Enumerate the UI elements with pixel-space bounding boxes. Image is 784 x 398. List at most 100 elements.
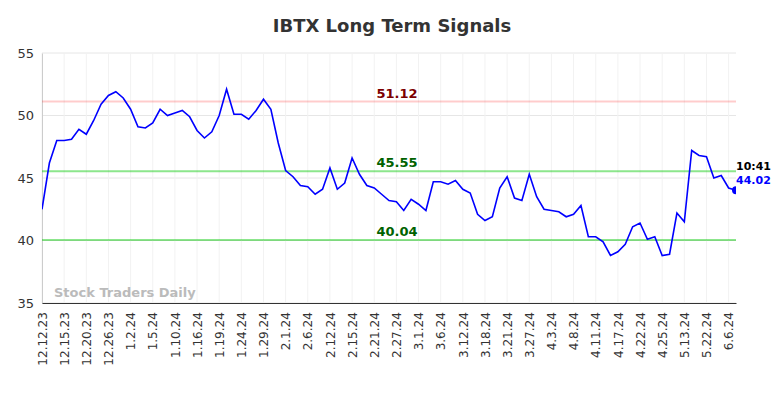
x-grid-line <box>307 53 308 303</box>
y-grid-line <box>42 53 736 54</box>
x-grid-line <box>551 53 552 303</box>
y-tick: 50 <box>17 108 42 123</box>
reference-label: 45.55 <box>376 155 417 170</box>
x-tick: 12.20.23 <box>80 303 94 366</box>
y-grid-line <box>42 303 736 304</box>
x-tick: 2.6.24 <box>301 303 315 350</box>
x-tick-label: 3.6.24 <box>434 312 448 350</box>
x-grid-line <box>640 53 641 303</box>
x-grid-line <box>329 53 330 303</box>
x-tick-label: 12.12.23 <box>36 312 50 365</box>
x-tick: 3.27.24 <box>523 303 537 358</box>
watermark: Stock Traders Daily <box>54 285 196 300</box>
x-tick: 5.22.24 <box>700 303 714 358</box>
x-grid-line <box>573 53 574 303</box>
y-tick-label: 55 <box>17 46 34 61</box>
y-tick-label: 35 <box>17 296 34 311</box>
x-tick: 1.29.24 <box>257 303 271 358</box>
x-tick: 3.1.24 <box>412 303 426 350</box>
x-tick-label: 12.26.23 <box>102 312 116 365</box>
x-grid-line <box>706 53 707 303</box>
x-grid-line <box>484 53 485 303</box>
x-tick-label: 2.1.24 <box>279 312 293 350</box>
reference-line <box>42 239 736 241</box>
y-tick: 35 <box>17 296 42 311</box>
plot-area <box>42 89 736 255</box>
x-tick: 2.27.24 <box>390 303 404 358</box>
x-tick-label: 1.24.24 <box>235 312 249 358</box>
y-tick-label: 50 <box>17 108 34 123</box>
x-tick: 1.16.24 <box>191 303 205 358</box>
x-tick: 3.12.24 <box>457 303 471 358</box>
x-grid-line <box>130 53 131 303</box>
x-tick-label: 2.27.24 <box>390 312 404 358</box>
x-tick-label: 4.3.24 <box>545 312 559 350</box>
y-grid-line <box>42 178 736 179</box>
x-tick: 2.12.24 <box>324 303 338 358</box>
x-tick-label: 5.13.24 <box>678 312 692 358</box>
x-tick: 12.15.23 <box>58 303 72 366</box>
x-tick-label: 1.16.24 <box>191 312 205 358</box>
x-grid-line <box>197 53 198 303</box>
x-tick: 3.21.24 <box>501 303 515 358</box>
x-grid-line <box>174 53 175 303</box>
x-tick-label: 1.29.24 <box>257 312 271 358</box>
x-grid-line <box>684 53 685 303</box>
x-tick: 1.2.24 <box>124 303 138 350</box>
x-tick-label: 4.8.24 <box>567 312 581 350</box>
x-tick: 4.8.24 <box>567 303 581 350</box>
y-tick: 45 <box>17 171 42 186</box>
x-tick-label: 6.6.24 <box>722 312 736 350</box>
x-tick-label: 1.19.24 <box>213 312 227 358</box>
reference-label: 51.12 <box>376 86 417 101</box>
x-axis-line <box>43 303 737 304</box>
x-tick: 1.19.24 <box>213 303 227 358</box>
x-tick-label: 12.20.23 <box>80 312 94 365</box>
x-tick-label: 5.22.24 <box>700 312 714 358</box>
x-grid-line <box>86 53 87 303</box>
x-tick-label: 4.17.24 <box>612 312 626 358</box>
x-axis: 12.12.23 12.15.23 12.20.23 12.26.23 1.2.24 1.… <box>36 303 737 366</box>
reference-line <box>42 170 736 172</box>
x-tick-label: 1.2.24 <box>124 312 138 350</box>
x-tick-label: 4.25.24 <box>656 312 670 358</box>
x-grid-line <box>219 53 220 303</box>
x-tick-label: 3.27.24 <box>523 312 537 358</box>
x-tick-label: 1.5.24 <box>146 312 160 350</box>
title: IBTX Long Term Signals <box>273 15 512 36</box>
x-tick-label: 2.12.24 <box>324 312 338 358</box>
x-grid-line <box>152 53 153 303</box>
y-tick-label: 45 <box>17 171 34 186</box>
x-tick-label: 2.15.24 <box>346 312 360 358</box>
last-point <box>732 186 736 194</box>
x-tick-label: 3.18.24 <box>479 312 493 358</box>
x-grid-line <box>64 53 65 303</box>
x-grid-line <box>595 53 596 303</box>
x-grid-line <box>352 53 353 303</box>
x-tick-label: 3.12.24 <box>457 312 471 358</box>
x-tick: 2.15.24 <box>346 303 360 358</box>
y-axis-line <box>42 54 43 304</box>
x-grid-line <box>440 53 441 303</box>
x-tick-label: 2.6.24 <box>301 312 315 350</box>
x-grid-line <box>617 53 618 303</box>
x-tick: 3.6.24 <box>434 303 448 350</box>
x-grid-line <box>728 53 729 303</box>
x-tick-label: 2.21.24 <box>368 312 382 358</box>
x-tick: 1.24.24 <box>235 303 249 358</box>
x-grid-line <box>462 53 463 303</box>
x-tick: 12.26.23 <box>102 303 116 366</box>
x-tick: 4.11.24 <box>589 303 603 358</box>
y-grid-line <box>42 115 736 116</box>
x-tick-label: 3.21.24 <box>501 312 515 358</box>
x-tick-label: 4.22.24 <box>634 312 648 358</box>
x-tick: 4.22.24 <box>634 303 648 358</box>
x-tick: 12.12.23 <box>36 303 50 366</box>
x-grid-line <box>263 53 264 303</box>
reference-line <box>42 101 736 103</box>
price-line <box>42 89 736 255</box>
x-tick: 3.18.24 <box>479 303 493 358</box>
reference-label: 40.04 <box>376 224 417 239</box>
x-grid-line <box>42 53 43 303</box>
y-tick: 40 <box>17 233 42 248</box>
